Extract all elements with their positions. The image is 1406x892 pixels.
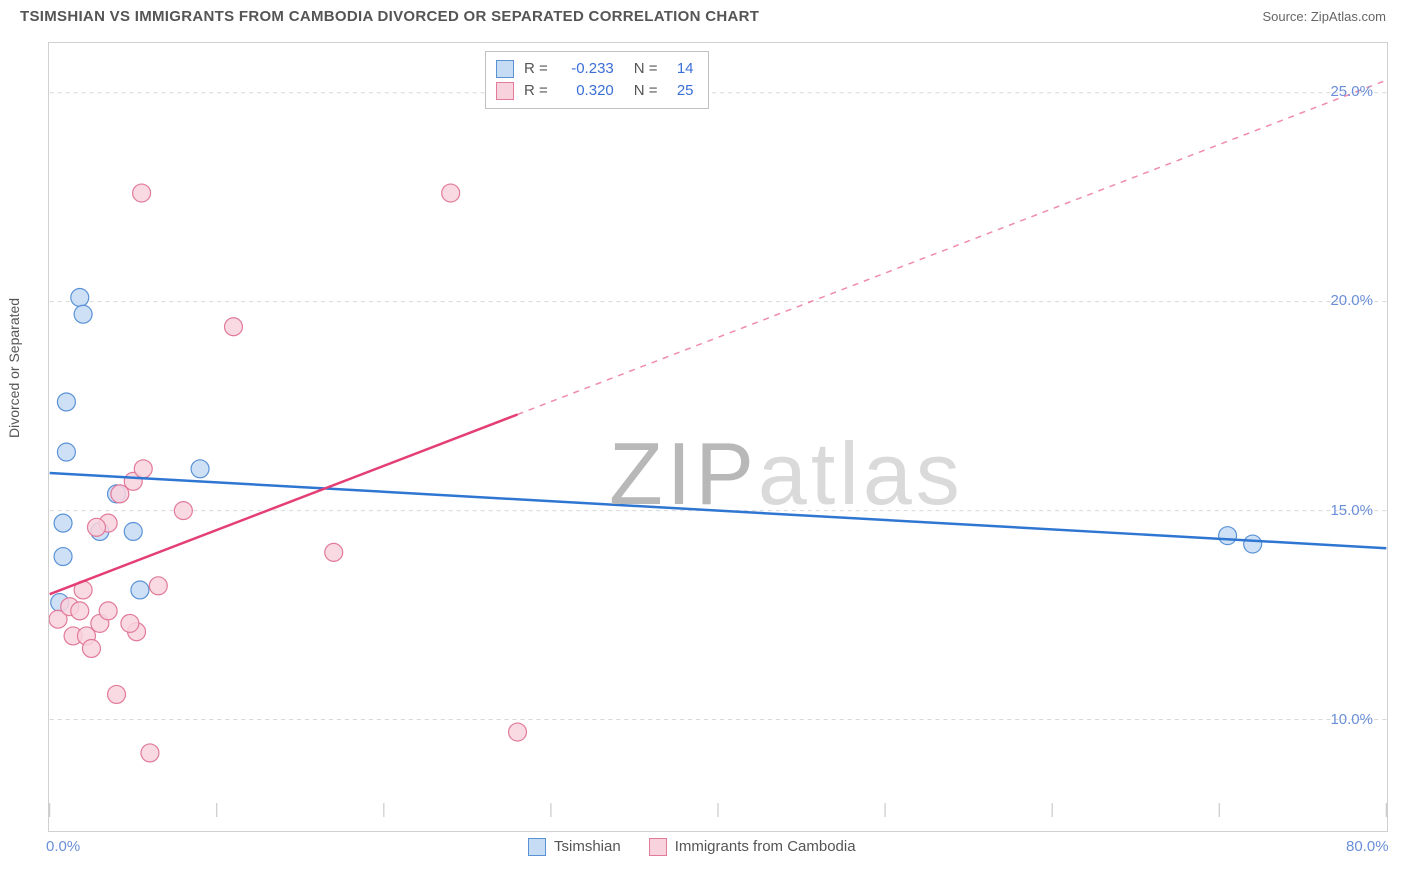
- legend-label: Tsimshian: [554, 838, 621, 855]
- correlation-row: R = -0.233 N = 14: [496, 58, 694, 80]
- correlation-legend-box: R = -0.233 N = 14 R = 0.320 N = 25: [485, 51, 709, 109]
- y-tick-label: 20.0%: [1330, 292, 1373, 309]
- x-tick-label: 80.0%: [1346, 838, 1389, 855]
- legend-swatch: [528, 838, 546, 856]
- x-tick-label: 0.0%: [46, 838, 80, 855]
- y-axis-label: Divorced or Separated: [6, 298, 22, 438]
- corr-n-value: 14: [668, 58, 694, 80]
- legend-item: Immigrants from Cambodia: [649, 838, 856, 856]
- legend-swatch: [496, 82, 514, 100]
- legend-swatch: [649, 838, 667, 856]
- chart-title: TSIMSHIAN VS IMMIGRANTS FROM CAMBODIA DI…: [20, 8, 759, 25]
- chart-svg: [49, 43, 1387, 831]
- corr-r-value: 0.320: [558, 80, 614, 102]
- series-legend: Tsimshian Immigrants from Cambodia: [528, 838, 856, 856]
- y-tick-label: 10.0%: [1330, 711, 1373, 728]
- corr-n-label: N =: [634, 58, 658, 80]
- chart-plot-area: ZIPatlas R =-0.233N =14R =0.320N =25 10.…: [48, 42, 1388, 832]
- corr-n-value: 25: [668, 80, 694, 102]
- correlation-row: R = 0.320 N = 25: [496, 80, 694, 102]
- corr-r-value: -0.233: [558, 58, 614, 80]
- y-tick-label: 25.0%: [1330, 83, 1373, 100]
- legend-swatch: [496, 60, 514, 78]
- source-attribution: Source: ZipAtlas.com: [1262, 9, 1386, 24]
- corr-r-label: R =: [524, 58, 548, 80]
- legend-label: Immigrants from Cambodia: [675, 838, 856, 855]
- corr-n-label: N =: [634, 80, 658, 102]
- y-tick-label: 15.0%: [1330, 502, 1373, 519]
- corr-r-label: R =: [524, 80, 548, 102]
- chart-header: TSIMSHIAN VS IMMIGRANTS FROM CAMBODIA DI…: [0, 0, 1406, 29]
- legend-item: Tsimshian: [528, 838, 621, 856]
